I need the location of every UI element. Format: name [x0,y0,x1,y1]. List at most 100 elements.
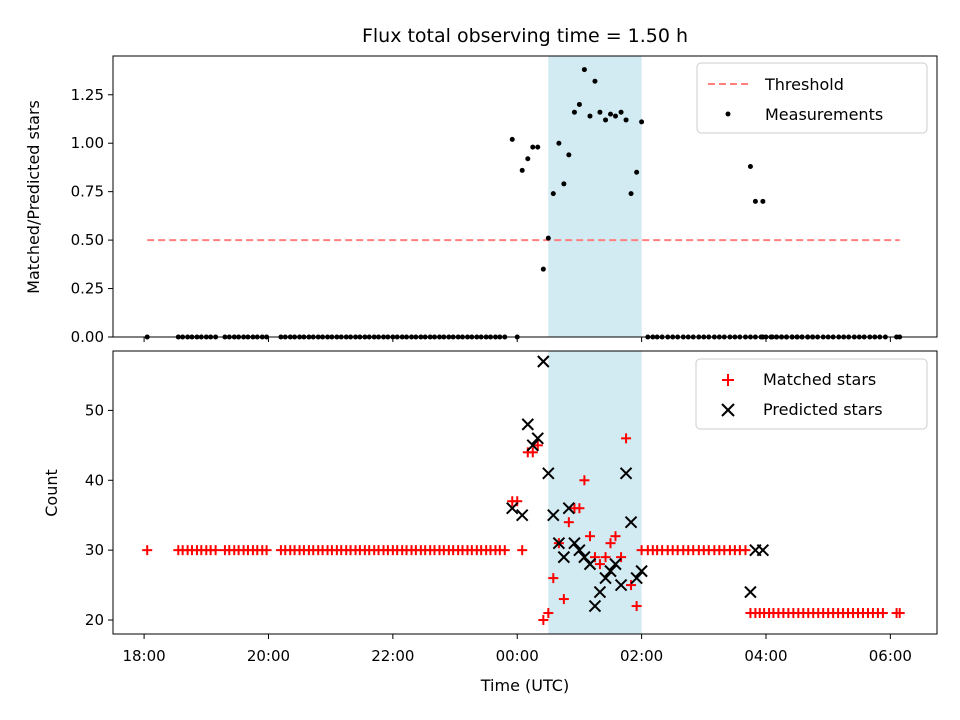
y-tick-label: 30 [85,541,104,559]
matched-star-point [574,503,585,514]
top-x-ticks [143,337,891,342]
predicted-star-point [557,550,571,564]
measurement-point [592,78,598,84]
measurement-point [509,136,515,142]
x-tick-label: 20:00 [247,647,290,665]
matched-star-point [142,545,153,556]
measurement-point [618,109,624,115]
x-tick-label: 02:00 [620,647,663,665]
predicted-star-point [619,467,633,480]
predicted-star-point [630,571,643,585]
matched-star-point [584,531,595,542]
measurement-point [623,117,629,123]
y-tick-label: 0.50 [71,231,104,249]
y-tick-label: 40 [85,471,104,489]
measurement-point [752,198,758,204]
matched-star-point [740,545,751,556]
x-axis-label: Time (UTC) [480,676,569,695]
matched-star-point [616,552,627,563]
legend-measurements-label: Measurements [765,105,883,124]
chart-title: Flux total observing time = 1.50 h [362,25,688,47]
measurement-point [535,144,541,150]
matched-star-point [610,531,621,542]
top-highlight-span [548,56,642,337]
bottom-axes-frame [112,350,938,635]
predicted-star-point [756,543,770,557]
measurement-point [597,109,603,115]
bottom-legend-box [695,358,928,430]
matched-star-point [621,433,632,444]
x-tick-label: 18:00 [122,647,165,665]
matched-star-point [563,517,574,528]
predicted-star-point [744,585,757,599]
bottom-matched-points [142,433,905,626]
y-tick-label: 0.75 [71,183,104,201]
top-y-ticks: 0.00 0.25 0.50 0.75 1.00 1.25 [71,86,113,346]
measurement-point [540,266,546,272]
matched-star-point [532,440,543,451]
measurement-point [612,113,618,119]
top-legend-box [696,62,928,134]
matched-star-point [626,580,637,591]
measurement-point [530,144,536,150]
measurement-point [603,117,609,123]
predicted-star-point [588,599,602,613]
predicted-star-point [573,543,586,557]
matched-star-point [600,552,611,563]
legend-matched-label: Matched stars [763,370,876,389]
x-tick-label: 06:00 [869,647,912,665]
measurement-point [576,101,582,107]
legend-matched-swatch [722,374,734,386]
measurement-point [561,181,567,187]
measurement-point [628,191,634,197]
matched-star-point [877,608,888,619]
bottom-x-ticks: 18:00 20:00 22:00 00:00 02:00 04:00 06:00 [122,634,912,665]
measurement-point [581,67,587,73]
measurement-point [556,140,562,146]
measurement-point [571,109,577,115]
measurement-point [566,152,572,158]
top-axes-frame [112,55,938,338]
predicted-star-point [609,557,622,571]
predicted-star-point [562,502,576,515]
matched-star-point [499,545,510,556]
top-panel: 0.00 0.25 0.50 0.75 1.00 1.25 Matched/Predict… [24,55,938,346]
matched-star-point [558,594,569,605]
legend-predicted-label: Predicted stars [763,400,883,419]
predicted-star-point [552,536,566,550]
bottom-predicted-points [506,355,770,613]
measurement-point [587,113,593,119]
legend-predicted-swatch [721,403,735,417]
bottom-legend: Matched stars Predicted stars [695,358,928,430]
matched-star-point [538,615,549,626]
measurement-point [634,169,640,175]
x-tick-label: 00:00 [496,647,539,665]
predicted-star-point [537,355,550,368]
x-tick-label: 22:00 [371,647,414,665]
bottom-highlight-span [548,351,642,634]
matched-star-point [631,601,642,612]
predicted-star-point [568,536,581,550]
x-tick-label: 04:00 [744,647,787,665]
predicted-star-point [624,515,638,529]
measurement-point [525,156,531,162]
matched-star-point [548,573,559,584]
measurement-point [639,119,645,125]
measurement-point [608,111,614,117]
measurement-point [760,198,766,204]
measurement-point [545,235,551,241]
matched-star-point [543,608,554,619]
predicted-star-point [583,557,597,571]
top-y-axis-label: Matched/Predicted stars [24,100,43,294]
highlight-span-rect [548,56,642,337]
matched-star-point [517,545,528,556]
matched-star-point [594,559,605,570]
y-tick-label: 20 [85,611,104,629]
matched-star-point [579,475,590,486]
predicted-star-point [593,585,607,599]
bottom-panel: 20 30 40 50 18:00 20:00 22:00 00:00 02:00 04:00 0… [42,350,938,695]
legend-measurements-swatch [725,111,731,117]
predicted-star-point [604,564,617,578]
predicted-star-point [531,432,544,445]
predicted-star-point [614,578,628,592]
